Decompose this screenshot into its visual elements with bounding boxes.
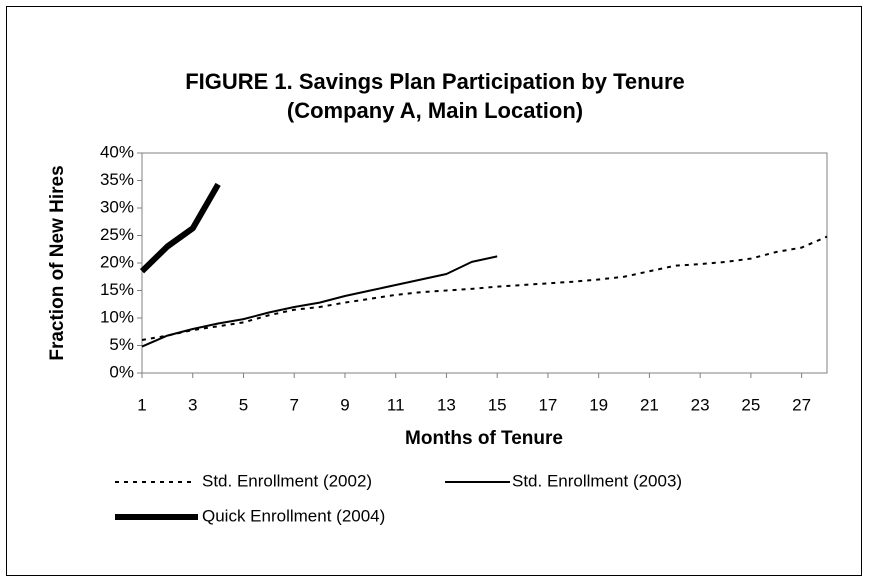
chart-title: (Company A, Main Location) (287, 98, 583, 123)
legend-label: Std. Enrollment (2003) (512, 471, 682, 490)
y-tick-label: 20% (100, 252, 134, 271)
legend-label: Quick Enrollment (2004) (202, 506, 385, 525)
series-line (139, 182, 221, 274)
y-tick-label: 35% (100, 170, 134, 189)
x-tick-label: 21 (640, 395, 659, 414)
x-tick-label: 5 (239, 395, 248, 414)
x-tick-label: 15 (488, 395, 507, 414)
x-tick-label: 9 (340, 395, 349, 414)
x-tick-label: 13 (437, 395, 456, 414)
x-tick-label: 1 (137, 395, 146, 414)
x-tick-label: 19 (589, 395, 608, 414)
x-tick-label: 17 (538, 395, 557, 414)
y-tick-label: 30% (100, 197, 134, 216)
y-tick-label: 10% (100, 307, 134, 326)
y-axis-label: Fraction of New Hires (47, 165, 68, 360)
x-tick-label: 3 (188, 395, 197, 414)
chart-title: FIGURE 1. Savings Plan Participation by … (185, 69, 685, 94)
x-tick-label: 7 (289, 395, 298, 414)
y-tick-label: 0% (109, 362, 134, 381)
y-tick-label: 40% (100, 142, 134, 161)
x-tick-label: 11 (387, 395, 405, 414)
y-tick-label: 5% (109, 335, 134, 354)
x-tick-label: 27 (792, 395, 811, 414)
x-axis-label: Months of Tenure (405, 428, 563, 449)
y-tick-label: 25% (100, 225, 134, 244)
chart-border (6, 6, 862, 576)
x-tick-label: 25 (741, 395, 760, 414)
series-line (141, 255, 498, 348)
x-tick-label: 23 (691, 395, 710, 414)
series-line (141, 235, 828, 341)
y-tick-label: 15% (100, 280, 134, 299)
legend-label: Std. Enrollment (2002) (202, 471, 372, 490)
